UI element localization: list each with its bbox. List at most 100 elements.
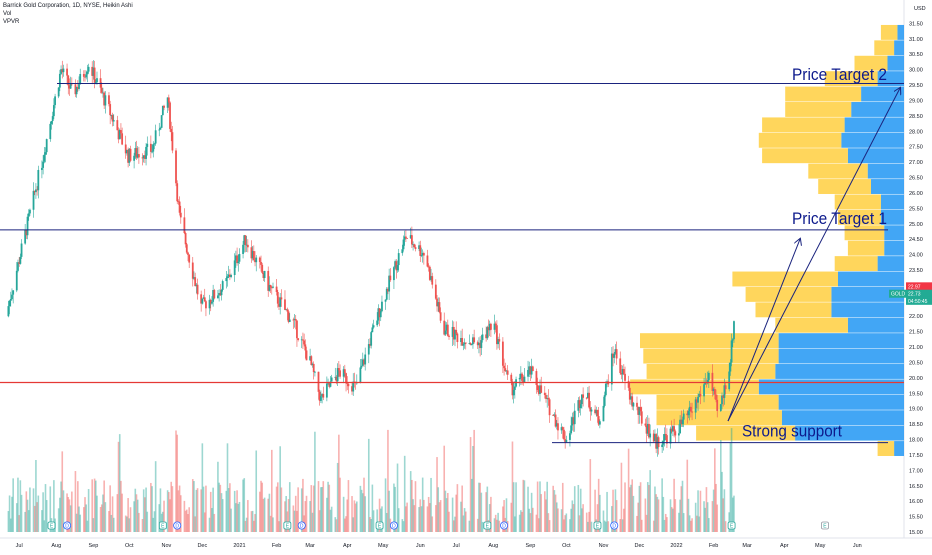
candle-body	[569, 433, 571, 440]
volume-bar	[17, 477, 19, 532]
candle-body	[8, 300, 11, 307]
volume-bar	[565, 513, 568, 532]
volume-bar	[62, 490, 65, 532]
candle-body	[434, 284, 437, 299]
volume-bar	[698, 516, 701, 532]
x-tick-label: Sep	[88, 543, 98, 549]
volume-bar	[134, 488, 137, 532]
earnings-marker[interactable]	[47, 521, 56, 530]
volume-bar	[532, 507, 534, 532]
price-target-2-label[interactable]: Price Target 2	[792, 65, 887, 84]
volume-bar	[652, 520, 655, 532]
earnings-marker[interactable]	[727, 521, 736, 530]
drawn-lines[interactable]	[0, 83, 904, 444]
candle-body	[27, 213, 30, 217]
candle-body	[704, 382, 707, 385]
earnings-marker[interactable]	[283, 521, 292, 530]
dividend-marker[interactable]	[173, 521, 182, 530]
volume-bar	[624, 482, 626, 532]
volume-bar	[423, 499, 425, 532]
x-tick-label: Mar	[305, 543, 315, 549]
volume-bar	[212, 487, 214, 532]
candle-body	[706, 380, 709, 384]
earnings-marker[interactable]	[375, 521, 384, 530]
vp-bar-down	[880, 194, 904, 210]
dividend-marker[interactable]	[500, 521, 509, 530]
volume-bar	[225, 490, 228, 532]
candle-body	[461, 337, 464, 346]
y-tick-label: 27.00	[909, 160, 923, 166]
volume-bar	[478, 482, 480, 532]
volume-bar	[124, 515, 127, 532]
candle-body	[201, 298, 204, 304]
candle-body	[211, 301, 213, 304]
dividend-marker[interactable]	[297, 521, 306, 530]
vol-indicator-label[interactable]: Vol	[3, 11, 12, 17]
earnings-marker[interactable]	[158, 521, 167, 530]
candle-body	[694, 399, 697, 413]
time-axis[interactable]: Jul Aug Sep Oct Nov Dec 2021 Feb Mar Apr May Jun Jul…	[16, 543, 862, 549]
vp-bar-down	[884, 240, 904, 256]
volume-bar	[237, 503, 240, 532]
volume-bar	[133, 501, 135, 532]
volume-bar	[522, 479, 525, 532]
candle-body	[112, 120, 115, 122]
volume-bar	[219, 484, 222, 532]
x-tick-label: Nov	[162, 543, 172, 549]
price-target-1-label[interactable]: Price Target 1	[792, 209, 887, 228]
y-tick-label: 27.50	[909, 145, 923, 151]
earnings-marker[interactable]	[483, 521, 492, 530]
volume-bar	[201, 443, 204, 532]
volume-bar	[712, 489, 715, 532]
candle-body	[61, 69, 64, 73]
candle-body	[376, 320, 379, 326]
candle-body	[377, 308, 380, 321]
volume-bar	[108, 511, 110, 532]
volume-bar	[300, 488, 303, 532]
volume-bar	[304, 501, 307, 532]
target-2-arrow[interactable]	[727, 88, 900, 422]
candle-body	[409, 235, 412, 239]
candle-body	[360, 365, 363, 368]
dividend-marker[interactable]	[610, 521, 619, 530]
candle-body	[385, 288, 388, 300]
strong-support-label[interactable]: Strong support	[742, 422, 842, 441]
dividend-marker[interactable]	[389, 521, 398, 530]
earnings-marker[interactable]	[593, 521, 602, 530]
candle-body	[154, 130, 157, 144]
candle-body	[245, 244, 248, 246]
candle-body	[395, 261, 398, 271]
price-badge-bg	[906, 289, 932, 298]
candle-body	[36, 189, 39, 191]
volume-bar	[429, 503, 431, 532]
candle-body	[420, 255, 423, 256]
candle-body	[565, 439, 568, 443]
volume-bar	[451, 497, 454, 532]
volume-bar	[691, 518, 693, 532]
volume-bar	[330, 506, 333, 532]
volume-bar	[646, 482, 649, 532]
volume-bar	[205, 485, 207, 532]
candle-body	[505, 370, 508, 372]
vpvr-indicator-label[interactable]: VPVR	[3, 19, 20, 25]
volume-bar	[353, 500, 356, 532]
dividend-marker[interactable]	[63, 521, 72, 530]
volume-bar	[263, 497, 266, 532]
target-1-arrow[interactable]	[727, 239, 800, 422]
candle-body	[184, 233, 187, 245]
volume-bar	[664, 513, 667, 532]
candle-body	[648, 423, 650, 438]
candle-body	[640, 411, 643, 424]
volume-bar	[194, 516, 196, 532]
earnings-marker[interactable]	[821, 521, 829, 530]
candle-body	[171, 132, 174, 151]
candles	[7, 60, 735, 457]
volume-bar	[193, 481, 195, 532]
candle-body	[54, 96, 56, 106]
candle-body	[317, 371, 320, 392]
volume-bar	[255, 450, 258, 532]
volume-bar	[153, 511, 156, 532]
y-tick-label: 25.00	[909, 222, 923, 228]
